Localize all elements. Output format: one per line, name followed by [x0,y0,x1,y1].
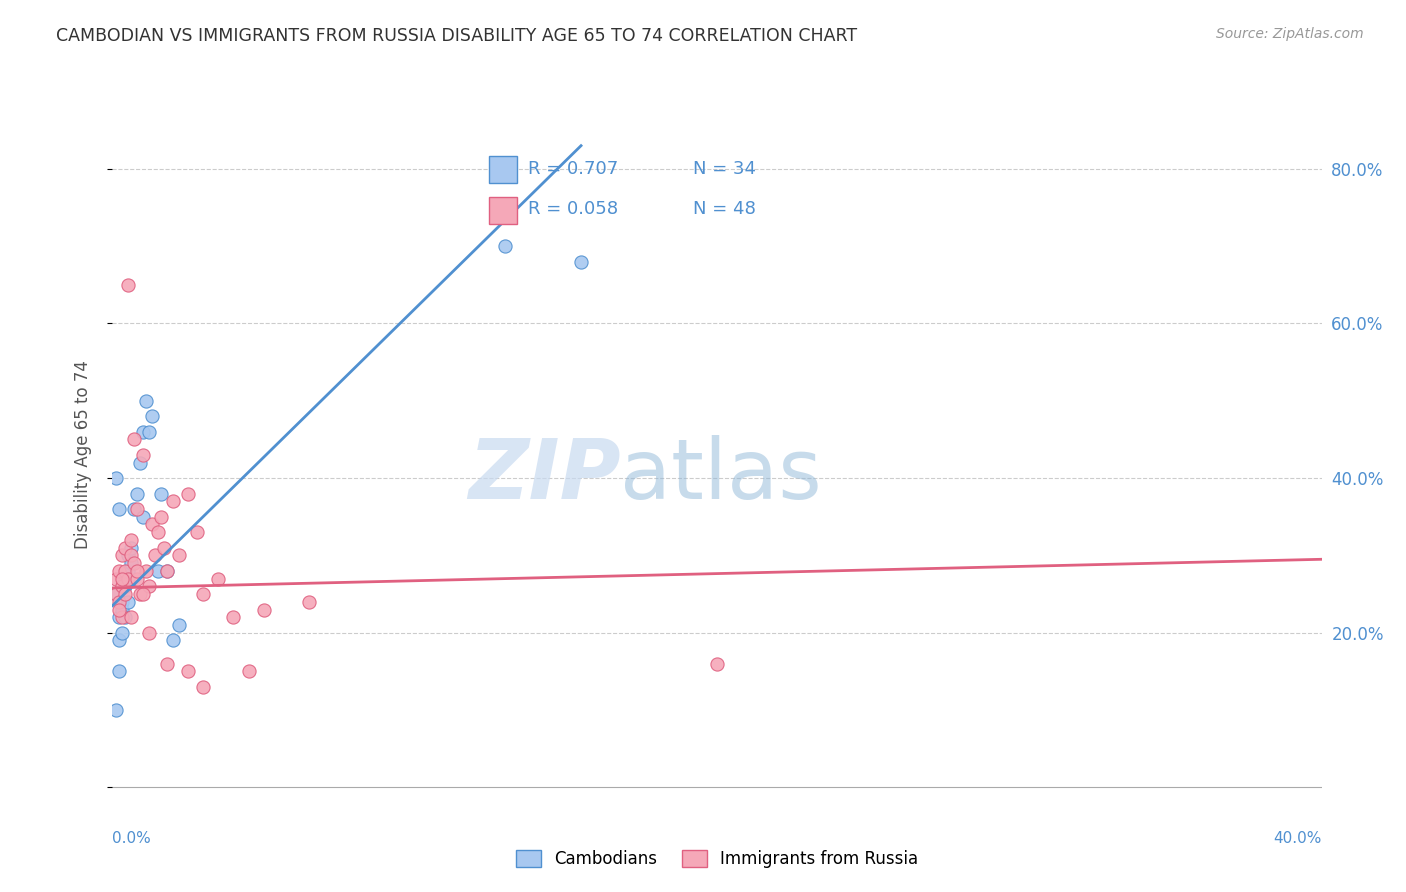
Point [156,564,179,578]
Point [114,572,136,586]
Point [132,509,155,524]
Text: ZIP: ZIP [468,435,620,516]
Point [132,425,155,439]
Point [122,433,145,447]
Point [125,502,148,516]
Point [132,587,155,601]
Point [135,393,157,408]
Point [156,657,179,671]
Point [120,541,142,555]
Point [135,564,157,578]
Point [253,602,276,616]
Point [132,448,155,462]
Point [120,533,142,547]
Point [177,665,200,679]
Point [122,502,145,516]
Point [120,556,142,570]
Point [107,502,129,516]
Point [146,525,169,540]
Point [107,602,129,616]
Point [238,665,260,679]
Y-axis label: Disability Age 65 to 74: Disability Age 65 to 74 [73,360,91,549]
Point [107,633,129,648]
Point [146,564,169,578]
Point [110,602,132,616]
Point [495,239,517,253]
Point [117,564,139,578]
Point [706,657,728,671]
Point [104,703,127,717]
Point [167,618,190,632]
Point [110,579,132,593]
Point [207,572,229,586]
Point [117,595,139,609]
Point [104,587,127,601]
Point [186,525,208,540]
Text: R = 0.058: R = 0.058 [529,201,619,219]
Point [104,471,127,485]
Point [167,549,190,563]
Point [569,254,592,268]
Text: CAMBODIAN VS IMMIGRANTS FROM RUSSIA DISABILITY AGE 65 TO 74 CORRELATION CHART: CAMBODIAN VS IMMIGRANTS FROM RUSSIA DISA… [56,27,858,45]
Point [114,610,136,624]
Point [117,549,139,563]
Point [141,517,163,532]
Point [110,610,132,624]
Point [141,409,163,424]
Text: atlas: atlas [620,435,823,516]
FancyBboxPatch shape [489,156,517,183]
Point [149,486,172,500]
Point [104,587,127,601]
Point [114,587,136,601]
Point [117,572,139,586]
Point [125,572,148,586]
Point [177,486,200,500]
Point [107,595,129,609]
Point [107,610,129,624]
Point [162,633,184,648]
Point [138,625,160,640]
Point [191,587,214,601]
Text: 0.0%: 0.0% [112,831,152,846]
Point [222,610,245,624]
Point [107,564,129,578]
Point [107,665,129,679]
Text: Source: ZipAtlas.com: Source: ZipAtlas.com [1216,27,1364,41]
Point [156,564,179,578]
Point [191,680,214,694]
Point [128,587,150,601]
Point [110,579,132,593]
Point [114,564,136,578]
Point [104,572,127,586]
Point [138,579,160,593]
Point [114,579,136,593]
Point [110,572,132,586]
Point [110,595,132,609]
Point [117,277,139,292]
Point [138,425,160,439]
Text: N = 48: N = 48 [693,201,756,219]
Point [128,456,150,470]
Point [110,625,132,640]
Text: R = 0.707: R = 0.707 [529,160,619,178]
Point [125,486,148,500]
Point [162,494,184,508]
Text: N = 34: N = 34 [693,160,756,178]
Text: 40.0%: 40.0% [1274,831,1322,846]
Point [120,549,142,563]
Point [153,541,176,555]
FancyBboxPatch shape [489,197,517,224]
Point [122,556,145,570]
Point [149,509,172,524]
Point [110,549,132,563]
Point [143,549,166,563]
Point [120,610,142,624]
Point [298,595,321,609]
Legend: Cambodians, Immigrants from Russia: Cambodians, Immigrants from Russia [509,843,925,874]
Point [114,541,136,555]
Point [125,564,148,578]
